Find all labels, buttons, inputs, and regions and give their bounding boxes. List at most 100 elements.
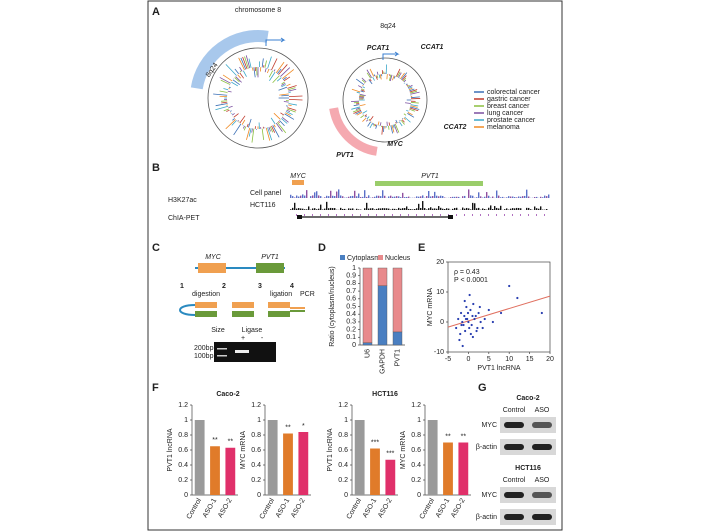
point <box>455 326 458 330</box>
circos-spike <box>361 88 365 91</box>
x-tick-label: Control <box>186 497 204 520</box>
circos-spike <box>395 119 398 124</box>
x-tick-label: GAPDH <box>379 349 386 374</box>
circos-spike <box>283 76 291 82</box>
circos-spike <box>232 118 235 121</box>
signal <box>492 196 494 198</box>
circos-spike <box>278 64 288 75</box>
signal <box>302 194 304 198</box>
point <box>458 338 461 342</box>
signal <box>422 195 424 198</box>
circos-spike <box>369 115 374 122</box>
circos-spike <box>396 71 401 78</box>
signal <box>436 208 438 210</box>
signal <box>506 197 508 198</box>
circos-spike <box>275 61 285 74</box>
band <box>532 514 552 520</box>
x-tick-label: -5 <box>445 356 451 363</box>
y-tick-label: 0 <box>440 319 444 326</box>
signal <box>480 214 481 216</box>
circos-spike <box>362 117 367 122</box>
circos-spike <box>409 89 418 93</box>
circos-spike <box>252 67 254 71</box>
track-label: Cell panel <box>250 190 282 197</box>
circos-spike <box>235 76 242 83</box>
circos-spike <box>281 118 288 124</box>
signal <box>400 208 402 210</box>
gene-label: MYC <box>387 141 404 148</box>
circos-spike <box>393 75 396 79</box>
signal <box>358 193 360 198</box>
signal <box>420 196 422 198</box>
signal <box>430 196 432 198</box>
bar-segment <box>377 267 388 286</box>
y-tick-label: 0.2 <box>178 477 188 484</box>
signal <box>496 214 497 216</box>
step-number: 1 <box>180 283 184 290</box>
signal <box>330 207 332 210</box>
circos-spike <box>287 87 296 91</box>
circos-spike <box>389 74 393 82</box>
significance: ** <box>445 433 451 440</box>
band <box>504 444 524 450</box>
circos-spike <box>246 127 251 140</box>
y-tick-label: 1.2 <box>178 402 188 409</box>
x-tick-label: 5 <box>487 356 491 363</box>
circos-spike <box>275 122 283 132</box>
point <box>481 326 484 330</box>
signal <box>290 209 292 210</box>
signal <box>542 197 544 198</box>
circos-spike <box>398 72 402 78</box>
circos-spike <box>356 111 363 116</box>
signal <box>312 195 314 198</box>
circos-spike <box>271 125 276 133</box>
signal <box>434 208 436 210</box>
signal <box>404 208 406 210</box>
protein-label: β-actin <box>476 514 497 521</box>
circos-spike <box>239 72 245 79</box>
signal <box>338 189 340 198</box>
circos-spike <box>215 103 228 107</box>
circos-spike <box>269 126 274 133</box>
signal <box>478 207 480 210</box>
circos-spike <box>268 126 271 132</box>
signal <box>472 195 474 198</box>
y-tick-label: 0 <box>417 492 421 499</box>
signal <box>332 208 334 210</box>
point <box>463 299 466 303</box>
circos-spike <box>403 113 407 116</box>
signal <box>442 208 444 210</box>
circos-spike <box>410 104 419 107</box>
circos-spike <box>281 84 287 88</box>
signal <box>524 195 526 198</box>
stat-label: ρ = 0.43 <box>454 269 480 276</box>
circos-spike <box>242 125 245 129</box>
circos-spike <box>373 123 376 127</box>
signal <box>362 196 364 198</box>
point <box>479 320 482 324</box>
y-tick-label: 0 <box>344 492 348 499</box>
circos-spike <box>281 81 285 85</box>
signal <box>432 208 434 210</box>
band <box>532 422 552 428</box>
signal <box>528 196 530 198</box>
signal <box>344 208 346 210</box>
y-tick-label: 0.6 <box>346 296 356 303</box>
signal <box>398 196 400 198</box>
signal <box>336 191 338 198</box>
blot <box>500 487 556 503</box>
circos-spike <box>270 117 276 125</box>
point <box>540 311 543 315</box>
signal <box>292 207 294 210</box>
signal <box>488 214 489 216</box>
signal <box>498 195 500 198</box>
track-label: HCT116 <box>250 202 276 209</box>
x-tick-label: Control <box>259 497 277 520</box>
signal <box>506 208 508 210</box>
signal <box>522 196 524 198</box>
circos-spike <box>280 112 285 116</box>
circos-spike <box>379 74 382 80</box>
protein-label: β-actin <box>476 444 497 451</box>
signal <box>520 196 522 198</box>
significance: ** <box>212 437 218 444</box>
